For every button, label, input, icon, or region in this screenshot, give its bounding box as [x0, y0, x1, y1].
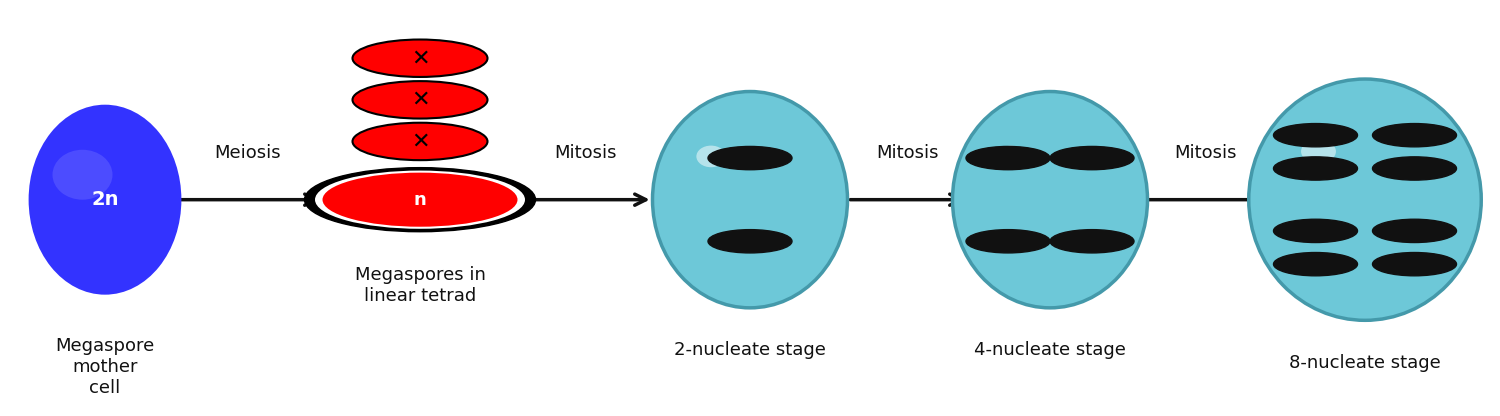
Circle shape	[352, 81, 488, 119]
Text: Mitosis: Mitosis	[1174, 144, 1236, 162]
Text: ✕: ✕	[411, 90, 429, 110]
Text: Megaspores in
linear tetrad: Megaspores in linear tetrad	[354, 266, 486, 305]
Circle shape	[315, 171, 525, 229]
Text: ✕: ✕	[411, 48, 429, 68]
Text: Megaspore
mother
cell: Megaspore mother cell	[56, 337, 154, 396]
Text: ✕: ✕	[411, 131, 429, 151]
Text: Mitosis: Mitosis	[554, 144, 616, 162]
Circle shape	[1372, 219, 1456, 243]
Text: 2-nucleate stage: 2-nucleate stage	[674, 341, 826, 359]
Ellipse shape	[1300, 139, 1336, 163]
Circle shape	[1050, 230, 1134, 253]
Ellipse shape	[696, 146, 726, 167]
Text: Mitosis: Mitosis	[876, 144, 939, 162]
Text: n: n	[414, 191, 426, 209]
Circle shape	[1274, 253, 1358, 276]
Circle shape	[1372, 157, 1456, 180]
Ellipse shape	[30, 106, 180, 293]
Circle shape	[352, 123, 488, 160]
Circle shape	[1050, 146, 1134, 170]
Text: 2n: 2n	[92, 190, 118, 209]
Ellipse shape	[996, 146, 1026, 167]
Circle shape	[304, 168, 536, 232]
Text: 4-nucleate stage: 4-nucleate stage	[974, 341, 1126, 359]
Text: Meiosis: Meiosis	[214, 144, 280, 162]
Circle shape	[1274, 219, 1358, 243]
Circle shape	[708, 146, 792, 170]
Ellipse shape	[1248, 79, 1480, 320]
Ellipse shape	[952, 92, 1148, 308]
Circle shape	[966, 146, 1050, 170]
Ellipse shape	[652, 92, 847, 308]
Circle shape	[1274, 157, 1358, 180]
Circle shape	[966, 230, 1050, 253]
Circle shape	[322, 173, 518, 227]
Circle shape	[1372, 124, 1456, 147]
Circle shape	[1274, 124, 1358, 147]
Ellipse shape	[53, 150, 112, 200]
Text: 8-nucleate stage: 8-nucleate stage	[1288, 354, 1442, 371]
Circle shape	[352, 40, 488, 77]
Circle shape	[1372, 253, 1456, 276]
Circle shape	[708, 230, 792, 253]
